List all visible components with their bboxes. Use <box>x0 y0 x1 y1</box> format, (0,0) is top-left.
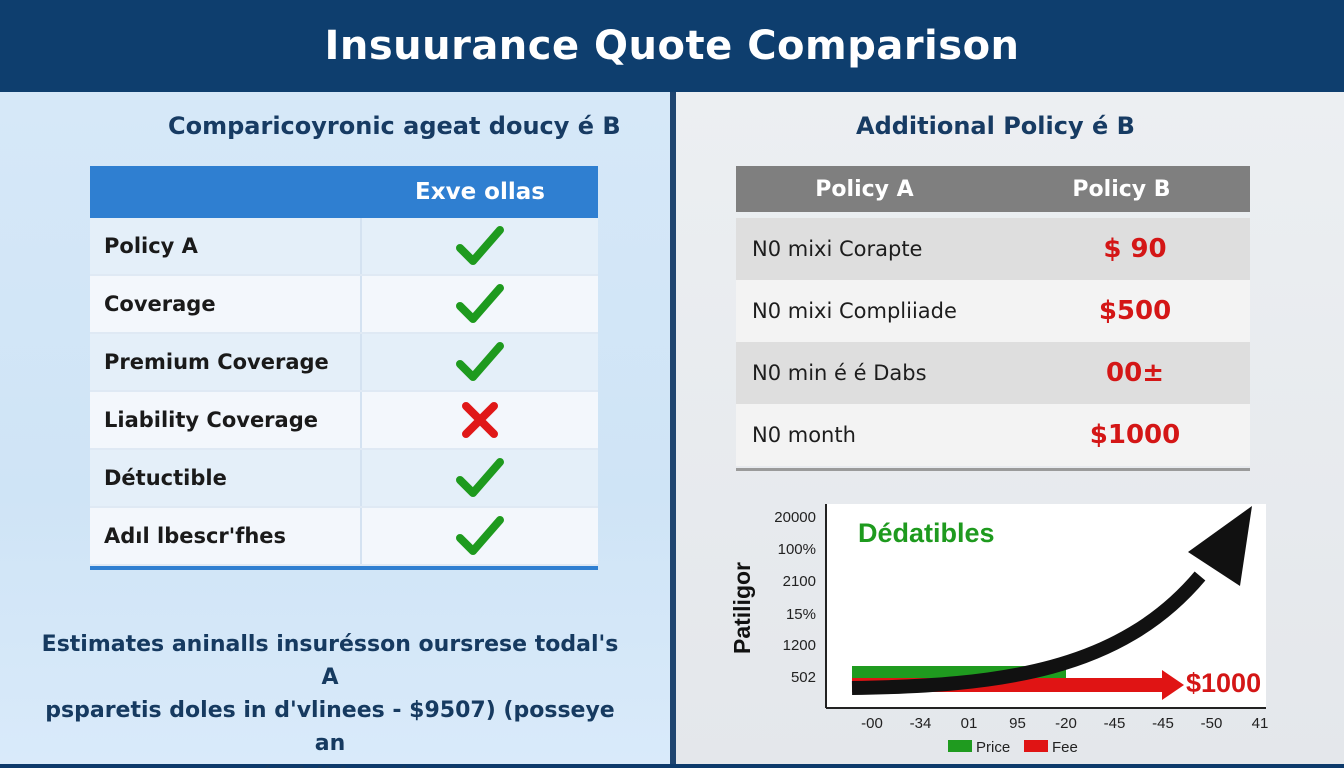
row-label: Détuctible <box>90 450 362 506</box>
check-icon <box>362 450 598 506</box>
x-tick-label: -20 <box>1055 715 1077 732</box>
x-tick-label: -50 <box>1201 715 1223 732</box>
value-annotation: $1000 <box>1186 668 1261 698</box>
table-row: N0 month $1000 <box>736 404 1250 466</box>
table-row: N0 min é é Dabs 00± <box>736 342 1250 404</box>
coverage-column-header: Exve ollas <box>415 179 545 205</box>
row-label: Premium Coverage <box>90 334 362 390</box>
coverage-table-header: Exve ollas <box>90 166 598 218</box>
y-tick-label: 1200 <box>783 637 816 654</box>
table-row: N0 mixi Compliiade $500 <box>736 280 1250 342</box>
x-tick-label: -45 <box>1104 715 1126 732</box>
x-tick-label: 01 <box>961 715 978 732</box>
coverage-table: Exve ollas Policy A Coverage Premium Cover… <box>90 166 598 570</box>
column-policy-a: Policy A <box>815 176 914 202</box>
row-label: N0 mixi Compliiade <box>752 299 957 323</box>
policy-table: Policy A Policy B N0 mixi Corapte $ 90 N0 … <box>736 166 1250 471</box>
table-row: N0 mixi Corapte $ 90 <box>736 218 1250 280</box>
y-tick-label: 20000 <box>774 509 816 526</box>
x-tick-label: -34 <box>910 715 932 732</box>
estimate-line: mot étaitible onleto! <box>30 760 630 768</box>
check-icon <box>362 334 598 390</box>
row-label: N0 month <box>752 423 856 447</box>
y-axis-label: Patiligor <box>729 562 755 654</box>
row-value: $ 90 <box>1103 234 1167 264</box>
table-row: Liability Coverage <box>90 392 598 450</box>
x-tick-label: 41 <box>1252 715 1269 732</box>
page-title: Insuurance Quote Comparison <box>324 23 1020 69</box>
row-value: $1000 <box>1089 420 1181 450</box>
x-tick-label: -45 <box>1152 715 1174 732</box>
right-subtitle: Additional Policy é B <box>856 112 1135 140</box>
table-row: Policy A <box>90 218 598 276</box>
row-label: Coverage <box>90 276 362 332</box>
row-label: Liability Coverage <box>90 392 362 448</box>
legend-label-fee: Fee <box>1052 739 1078 756</box>
policy-table-header: Policy A Policy B <box>736 166 1250 212</box>
fee-arrow-head <box>1162 670 1184 700</box>
legend-swatch-fee <box>1024 740 1048 752</box>
row-value: $500 <box>1098 296 1172 326</box>
cross-icon <box>362 392 598 448</box>
row-label: N0 mixi Corapte <box>752 237 923 261</box>
legend-label-price: Price <box>976 739 1010 756</box>
row-label: Adıl lbescr'fhes <box>90 508 362 564</box>
check-icon <box>362 218 598 274</box>
table-row: Coverage <box>90 276 598 334</box>
estimate-text: Estimates aninalls insurésson oursrese t… <box>30 628 630 768</box>
chart-title: Dédatibles <box>858 518 995 548</box>
estimate-line: psparetis doles in d'vlinees - $9507) (p… <box>45 698 615 756</box>
y-tick-label: 15% <box>786 606 816 623</box>
deductibles-chart: Dédatibles Patiligor 20000 100% 2100 15% 1200 5… <box>729 504 1269 756</box>
y-tick-label: 502 <box>791 669 816 686</box>
left-subtitle: Comparicoyronic ageat doucy é B <box>168 112 621 140</box>
legend-swatch-price <box>948 740 972 752</box>
row-value: 00± <box>1106 358 1164 388</box>
column-policy-b: Policy B <box>1072 176 1171 202</box>
header-bar: Insuurance Quote Comparison <box>0 0 1344 92</box>
table-row: Adıl lbescr'fhes <box>90 508 598 566</box>
y-tick-label: 100% <box>778 541 816 558</box>
y-tick-label: 2100 <box>783 573 816 590</box>
table-row: Détuctible <box>90 450 598 508</box>
x-tick-label: 95 <box>1009 715 1026 732</box>
check-icon <box>362 508 598 564</box>
table-row: Premium Coverage <box>90 334 598 392</box>
row-label: N0 min é é Dabs <box>752 361 927 385</box>
trend-arrow-head <box>1188 506 1252 586</box>
x-tick-label: -00 <box>861 715 883 732</box>
estimate-line: Estimates aninalls insurésson oursrese t… <box>41 632 619 690</box>
panel-divider <box>670 92 676 764</box>
trend-arrow-line <box>851 571 1206 695</box>
check-icon <box>362 276 598 332</box>
row-label: Policy A <box>90 218 362 274</box>
